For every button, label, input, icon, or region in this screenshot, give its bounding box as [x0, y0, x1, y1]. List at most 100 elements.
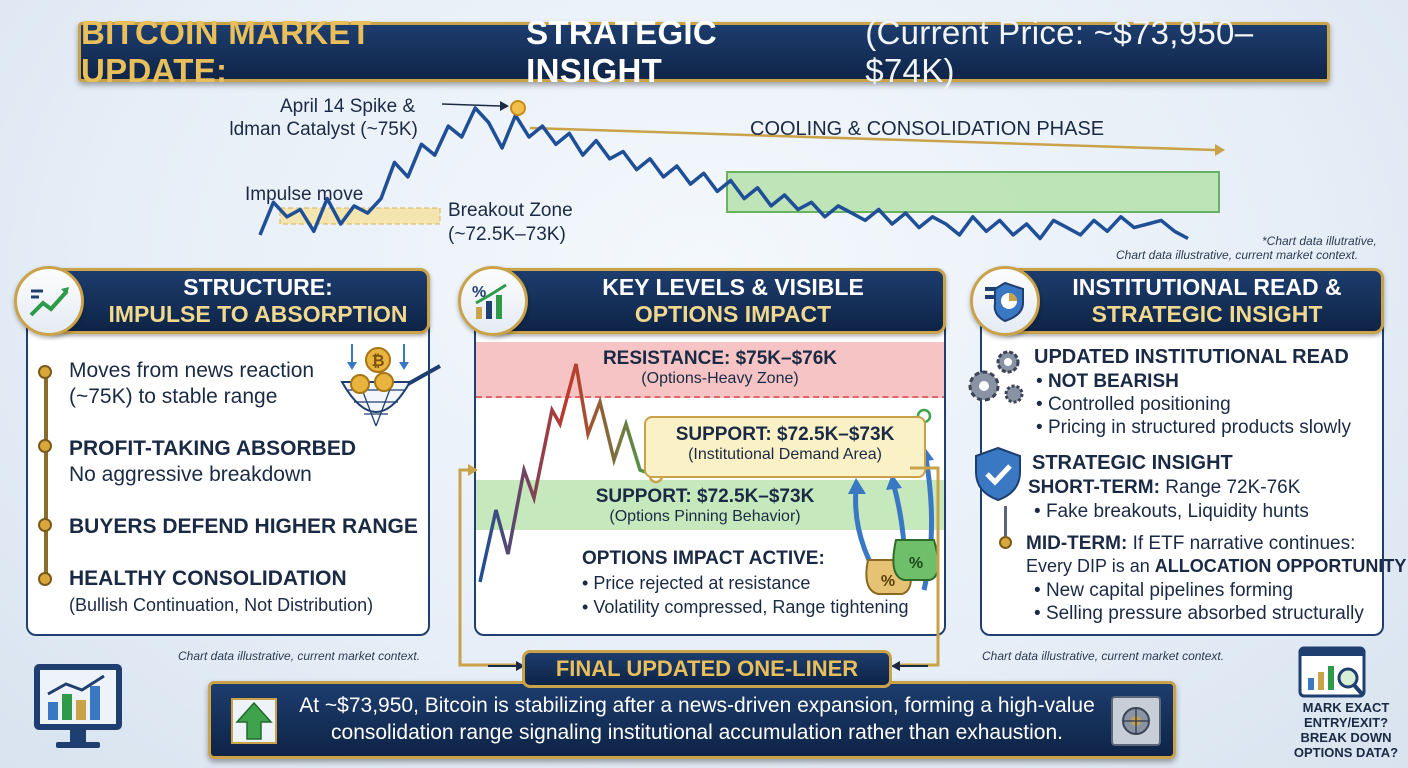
spike-pointer [441, 103, 501, 107]
connector-lines [458, 464, 940, 667]
price-line [258, 106, 1189, 241]
resistance-title: RESISTANCE: $75K–$76K [602, 348, 838, 369]
structure-dot-4 [38, 572, 52, 586]
consolidation-zone [726, 171, 1220, 213]
one-liner-text: At ~$73,950, Bitcoin is stabilizing afte… [299, 694, 1095, 744]
spike-pointer-head [500, 101, 509, 111]
read-item-2-text: Controlled positioning [1047, 394, 1231, 415]
key-levels-header: KEY LEVELS & VISIBLE OPTIONS IMPACT [490, 268, 946, 334]
bag-symbol-1: % [881, 573, 895, 590]
structure-timeline [44, 368, 48, 582]
structure-item-1-line1: Moves from news reaction [69, 359, 315, 382]
chart-note-2: Chart data illustrative, current market … [1116, 248, 1359, 262]
title-part1: BITCOIN MARKET UPDATE: [81, 14, 372, 89]
structure-item-3: BUYERS DEFEND HIGHER RANGE [69, 515, 418, 538]
institutional-header: INSTITUTIONAL READ & STRATEGIC INSIGHT [1000, 268, 1384, 334]
one-liner-label: FINAL UPDATED ONE-LINER [522, 650, 892, 688]
structure-dot-2 [38, 439, 52, 453]
annotation-impulse: Impulse move [245, 184, 363, 205]
arrow-to-label-right [891, 661, 928, 671]
up-arrow-icon [231, 698, 277, 744]
price-chart: April 14 Spike & Goldman Catalyst (~75K)… [230, 96, 1225, 245]
shield-chart-icon [970, 266, 1040, 336]
institutional-title-1: INSTITUTIONAL READ & [1072, 274, 1342, 300]
resistance-label: RESISTANCE: $75K–$76K (Options-Heavy Zon… [560, 348, 880, 388]
trend-up-icon [14, 266, 84, 336]
short-term-line: SHORT-TERM: Range 72K-76K [1028, 476, 1300, 499]
support-pinning-sub: (Options Pinning Behavior) [609, 508, 801, 525]
institutional-title-2: STRATEGIC INSIGHT [1091, 301, 1323, 327]
structure-header: STRUCTURE: IMPULSE TO ABSORPTION [46, 268, 430, 334]
footer-note-right: Chart data illustrative, current market … [982, 649, 1225, 663]
structure-item-2-line2: No aggressive breakdown [69, 463, 312, 486]
key-levels-title-2: OPTIONS IMPACT [634, 301, 832, 327]
structure-item-4: HEALTHY CONSOLIDATION (Bullish Continuat… [69, 566, 373, 618]
options-impact-title: OPTIONS IMPACT ACTIVE: [582, 548, 825, 569]
support-demand-sub: (Institutional Demand Area) [688, 446, 882, 463]
resistance-sub: (Options-Heavy Zone) [641, 370, 799, 387]
percent-chart-icon: % [458, 266, 528, 336]
mid-term-dot [999, 536, 1012, 549]
structure-panel [26, 318, 430, 636]
footer-note-left: Chart data illustrative, current market … [178, 649, 421, 663]
structure-title-1: STRUCTURE: [183, 274, 333, 300]
read-item-2: • Controlled positioning [1036, 394, 1231, 415]
short-term-item: • Fake breakouts, Liquidity hunts [1034, 501, 1309, 522]
mid-term-item-1-text: New capital pipelines forming [1045, 580, 1294, 601]
svg-text:%: % [472, 284, 486, 301]
read-item-3-text: Pricing in structured products slowly [1047, 417, 1352, 438]
mid-term-line2b: ALLOCATION OPPORTUNITY [1154, 556, 1407, 576]
read-item-1-text: NOT BEARISH [1047, 371, 1179, 392]
mid-term-item-2: • Selling pressure absorbed structurally [1034, 603, 1364, 624]
short-term-value: Range 72K-76K [1165, 477, 1301, 498]
mid-term-line: MID-TERM: If ETF narrative continues: [1026, 532, 1355, 555]
vault-icon [1111, 696, 1161, 746]
monitor-chart-icon [34, 664, 122, 748]
gears-icon [968, 350, 1024, 404]
structure-item-1-line2: (~75K) to stable range [69, 385, 278, 408]
cooling-arrowhead [1215, 144, 1225, 156]
cooling-arrow [529, 126, 1216, 152]
structure-title-2: IMPULSE TO ABSORPTION [108, 301, 408, 327]
resistance-zone [476, 342, 944, 398]
support-demand-box: SUPPORT: $72.5K–$73K (Institutional Dema… [644, 416, 926, 478]
coin-symbol: ₿ [371, 352, 384, 370]
read-title: UPDATED INSTITUTIONAL READ [1034, 346, 1349, 368]
structure-dot-1 [38, 365, 52, 379]
structure-item-4-line1: HEALTHY CONSOLIDATION [69, 567, 347, 590]
key-levels-title-1: KEY LEVELS & VISIBLE [602, 274, 864, 300]
annotation-breakout-1: Breakout Zone [448, 200, 573, 221]
mid-term-value: If ETF narrative continues: [1132, 533, 1356, 554]
options-impact: OPTIONS IMPACT ACTIVE: • Price rejected … [582, 548, 909, 617]
annotation-cooling: COOLING & CONSOLIDATION PHASE [750, 118, 1104, 140]
insight-connector [1004, 506, 1007, 536]
options-impact-item-1: Price rejected at resistance [593, 573, 811, 593]
structure-item-1: Moves from news reaction (~75K) to stabl… [69, 358, 314, 410]
chart-note: *Chart data illutrative, [1262, 234, 1377, 248]
title-banner: BITCOIN MARKET UPDATE: STRATEGIC INSIGHT… [78, 14, 1330, 89]
short-term-label: SHORT-TERM: [1028, 477, 1160, 498]
insight-title: STRATEGIC INSIGHT [1032, 452, 1233, 474]
options-impact-item-2: Volatility compressed, Range tightening [593, 597, 909, 617]
key-levels-price-line [478, 363, 657, 583]
structure-item-2: PROFIT-TAKING ABSORBED No aggressive bre… [69, 436, 356, 488]
price-line-group [258, 106, 1189, 241]
short-term-item-text: Fake breakouts, Liquidity hunts [1045, 501, 1309, 522]
title-part2: STRATEGIC INSIGHT [526, 14, 718, 89]
structure-item-4-line2: (Bullish Continuation, Not Distribution) [69, 595, 374, 615]
spike-point [510, 100, 526, 116]
read-item-1: • NOT BEARISH [1036, 371, 1179, 392]
institutional-panel [980, 318, 1384, 636]
annotation-spike-2: Goldman Catalyst (~75K) [230, 119, 418, 140]
mid-term-line2: Every DIP is an ALLOCATION OPPORTUNITY [1026, 555, 1406, 578]
structure-dot-3 [38, 518, 52, 532]
mid-term-label: MID-TERM: [1026, 533, 1128, 554]
support-pinning-title: SUPPORT: $72.5K–$73K [595, 486, 815, 507]
read-item-3: • Pricing in structured products slowly [1036, 417, 1352, 438]
magnifier-chart-icon [1298, 646, 1366, 698]
support-pinning-label: SUPPORT: $72.5K–$73K (Options Pinning Be… [560, 486, 850, 526]
one-liner-banner: At ~$73,950, Bitcoin is stabilizing afte… [208, 681, 1176, 759]
annotation-breakout-2: (~72.5K–73K) [448, 224, 566, 245]
arrow-to-label-left [488, 661, 525, 671]
shield-check-icon [975, 446, 1021, 502]
